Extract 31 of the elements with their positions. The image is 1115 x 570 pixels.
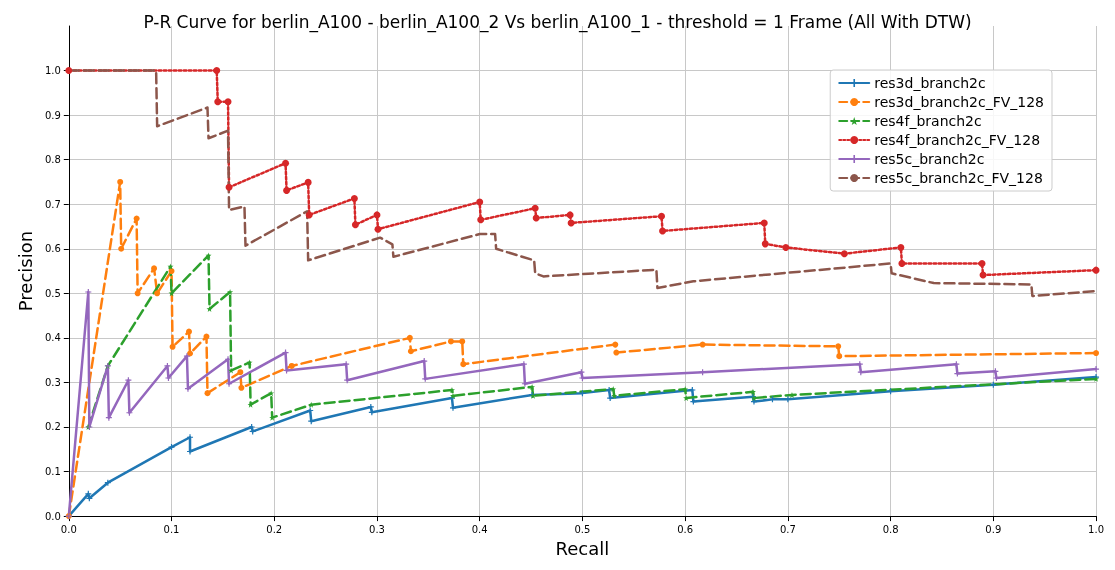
y-tick-label: 0.7: [44, 198, 61, 210]
y-tick-label: 0.4: [44, 332, 61, 344]
x-tick-label: 0.1: [163, 523, 180, 535]
y-tick-label: 0.9: [44, 109, 61, 121]
legend-label: res3d_branch2c_FV_128: [874, 94, 1045, 110]
y-tick-label: 0.6: [44, 243, 61, 255]
y-tick-label: 0.5: [44, 287, 61, 299]
legend-label: res5c_branch2c_FV_128: [874, 170, 1043, 186]
x-axis-title: Recall: [555, 537, 610, 559]
legend-label: res3d_branch2c: [874, 75, 986, 91]
chart-title: P-R Curve for berlin_A100 - berlin_A100_2 Vs berlin_A100_1 - threshold = 1 Frame (All With DTW): [143, 11, 972, 33]
y-axis-title: Precision: [14, 230, 36, 312]
x-tick-label: 0.7: [779, 523, 796, 535]
legend-label: res4f_branch2c: [874, 113, 982, 129]
legend-label: res4f_branch2c_FV_128: [874, 132, 1041, 148]
x-tick-label: 0.5: [574, 523, 591, 535]
x-tick-label: 0.6: [677, 523, 694, 535]
y-tick-label: 0.8: [44, 154, 61, 166]
x-tick-label: 1.0: [1088, 523, 1104, 535]
y-tick-label: 1.0: [44, 65, 61, 77]
y-tick-label: 0.0: [44, 510, 61, 522]
y-tick-label: 0.1: [44, 466, 61, 478]
x-tick-label: 0.2: [266, 523, 283, 535]
x-tick-label: 0.4: [471, 523, 488, 535]
legend-label: res5c_branch2c: [874, 151, 985, 167]
y-tick-label: 0.2: [44, 421, 61, 433]
x-tick-label: 0.9: [985, 523, 1002, 535]
x-tick-label: 0.3: [369, 523, 385, 535]
x-tick-label: 0.8: [882, 523, 899, 535]
y-tick-label: 0.3: [44, 376, 61, 388]
x-tick-label: 0.0: [60, 523, 77, 535]
